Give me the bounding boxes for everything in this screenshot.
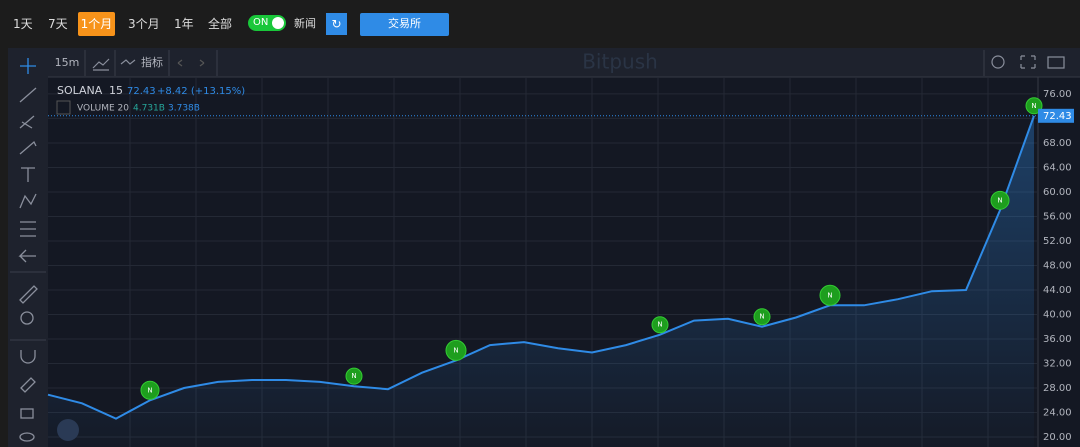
logo-button[interactable] <box>57 419 79 441</box>
news-marker-label: N <box>147 386 152 394</box>
fullscreen-button[interactable] <box>1020 55 1036 69</box>
y-tick-label: 52.00 <box>1043 236 1072 247</box>
y-tick-label: 32.00 <box>1043 358 1072 369</box>
news-marker-label: N <box>351 372 356 380</box>
toggle-label: ON <box>253 17 269 28</box>
area <box>48 115 1034 447</box>
magnet-tool[interactable] <box>20 350 36 364</box>
plot: N N N N N N N N <box>47 78 1043 447</box>
y-tick-label: 40.00 <box>1043 309 1072 320</box>
toggle-knob <box>272 17 284 29</box>
lock-tool[interactable] <box>20 408 34 419</box>
price-line <box>47 115 1035 420</box>
settings-button[interactable] <box>991 55 1005 69</box>
text-tool[interactable] <box>21 167 35 182</box>
news-marker <box>445 339 467 361</box>
fib-tool[interactable] <box>19 115 35 129</box>
line-tool[interactable] <box>19 87 37 103</box>
y-tick-label: 44.00 <box>1043 285 1072 296</box>
y-tick-label: 76.00 <box>1043 89 1072 100</box>
news-marker-label: N <box>759 313 764 321</box>
y-tick-label: 28.00 <box>1043 383 1072 394</box>
chart-style-button[interactable] <box>92 58 110 71</box>
chart-toolbar <box>48 48 1080 77</box>
visibility-tool[interactable] <box>19 432 35 442</box>
drawing-toolbar <box>8 48 48 447</box>
legend-volume-value: 4.731B <box>133 104 165 114</box>
range-button[interactable]: 7天 <box>48 17 68 31</box>
projection-tool[interactable] <box>20 221 36 237</box>
y-tick-label: 64.00 <box>1043 162 1072 173</box>
zoom-tool[interactable] <box>20 311 34 325</box>
news-marker-label: N <box>1031 102 1036 110</box>
indicators-button[interactable]: 指标 <box>141 55 163 69</box>
ruler-tool[interactable] <box>19 285 38 304</box>
legend-change: +8.42 (+13.15%) <box>157 86 245 97</box>
news-marker <box>345 367 363 385</box>
crosshair-tool[interactable] <box>20 58 36 74</box>
chart-tools <box>84 50 1065 76</box>
refresh-button[interactable]: ↻ <box>326 13 347 35</box>
lock-draw-tool[interactable] <box>20 377 36 393</box>
indicator-icon <box>120 59 136 65</box>
legend-symbol: SOLANA <box>57 84 103 97</box>
news-toggle[interactable]: ON <box>248 15 286 31</box>
back-tool[interactable] <box>18 249 36 263</box>
y-tick-label: 56.00 <box>1043 211 1072 222</box>
interval-button[interactable]: 15m <box>55 56 80 69</box>
collapse-button[interactable] <box>56 100 71 115</box>
y-tick-label: 20.00 <box>1043 432 1072 443</box>
range-button[interactable]: 全部 <box>208 17 233 31</box>
exchange-button[interactable]: 交易所 <box>360 13 449 36</box>
news-marker-label: N <box>827 291 832 299</box>
legend-interval: 15 <box>109 84 123 97</box>
range-button[interactable]: 3个月 <box>128 17 160 31</box>
undo-redo[interactable] <box>177 59 205 67</box>
news-marker <box>140 380 160 400</box>
y-tick-label: 68.00 <box>1043 138 1072 149</box>
y-tick-label: 24.00 <box>1043 408 1072 419</box>
y-tick-label: 60.00 <box>1043 187 1072 198</box>
news-marker-label: N <box>997 196 1002 204</box>
news-marker-label: N <box>657 321 662 329</box>
news-label: 新闻 <box>294 17 316 30</box>
last-price-label: 72.43 <box>1043 111 1072 122</box>
y-tick-label: 48.00 <box>1043 260 1072 271</box>
range-button[interactable]: 1天 <box>13 17 33 31</box>
y-tick-label: 36.00 <box>1043 334 1072 345</box>
news-marker <box>819 284 841 306</box>
news-marker <box>990 190 1010 210</box>
news-marker-label: N <box>453 346 458 354</box>
snapshot-button[interactable] <box>1047 56 1065 69</box>
range-button-active[interactable]: 1个月 <box>78 12 115 36</box>
news-marker <box>651 316 669 334</box>
tool-icons <box>10 58 46 442</box>
watermark: Bitpush <box>582 50 658 74</box>
pattern-tool[interactable] <box>19 193 37 209</box>
legend-price: 72.43 <box>127 86 156 97</box>
last-price-box <box>1038 108 1074 123</box>
range-button[interactable]: 1年 <box>174 17 194 31</box>
news-marker <box>753 308 771 326</box>
legend-volume: VOLUME 20 <box>77 104 129 114</box>
legend-volume-value: 3.738B <box>168 104 200 114</box>
brush-tool[interactable] <box>19 140 37 155</box>
